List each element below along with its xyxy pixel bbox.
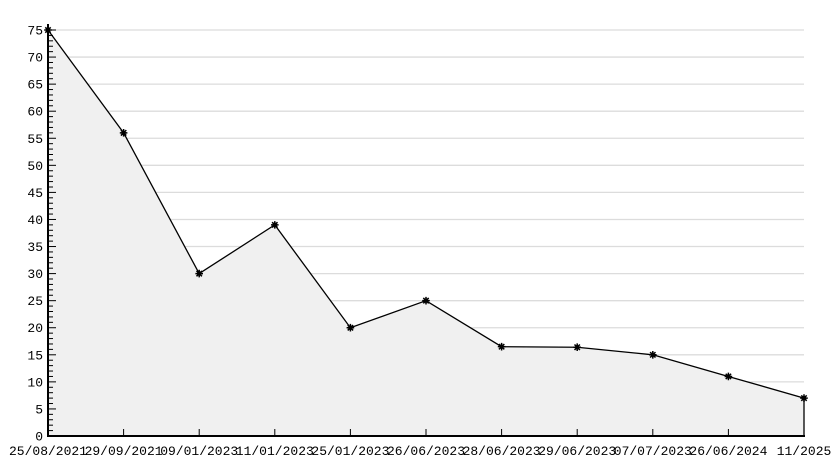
x-tick-label: 11/2025 [777, 444, 832, 459]
data-line [47, 29, 805, 436]
data-point-marker [648, 350, 657, 359]
y-tick-label: 15 [27, 348, 43, 363]
y-tick-label: 75 [27, 24, 43, 39]
x-axis-labels: 25/08/202129/09/202109/01/202311/01/2023… [9, 444, 831, 459]
y-tick-label: 25 [27, 294, 43, 309]
x-tick-label: 29/09/2021 [85, 444, 163, 459]
y-tick-label: 55 [27, 132, 43, 147]
x-tick-label: 25/08/2021 [9, 444, 87, 459]
x-tick-label: 09/01/2023 [160, 444, 238, 459]
y-tick-label: 40 [27, 213, 43, 228]
y-axis-labels: 0 5 10 15 20 25 30 35 40 45 50 55 60 65 70 75 [27, 24, 43, 445]
x-tick-label: 11/01/2023 [236, 444, 314, 459]
data-point-marker [195, 269, 203, 278]
x-tick-label: 26/06/2023 [387, 444, 465, 459]
data-point-marker [724, 372, 733, 381]
axis-ticks [47, 29, 805, 437]
area-polygon [48, 30, 804, 436]
y-tick-label: 70 [27, 51, 43, 66]
y-tick-label: 20 [27, 321, 43, 336]
data-point-marker [346, 323, 355, 332]
x-tick-label: 25/01/2023 [311, 444, 389, 459]
x-tick-label: 28/06/2023 [463, 444, 541, 459]
data-point-marker [800, 394, 808, 402]
data-point-marker [270, 221, 279, 229]
y-tick-label: 35 [27, 240, 43, 255]
axes [47, 24, 805, 437]
y-tick-label: 65 [27, 78, 43, 93]
series-line [47, 29, 805, 436]
y-tick-label: 10 [27, 375, 43, 390]
x-tick-label: 26/06/2024 [689, 444, 767, 459]
y-tick-label: 0 [35, 430, 43, 445]
y-tick-label: 60 [27, 105, 43, 120]
y-tick-label: 5 [35, 402, 43, 417]
data-point-marker [119, 129, 128, 137]
x-tick-label: 07/07/2023 [614, 444, 692, 459]
y-tick-label: 50 [27, 159, 43, 174]
x-tick-label: 29/06/2023 [538, 444, 616, 459]
data-point-markers [44, 26, 808, 402]
y-tick-label: 30 [27, 267, 43, 282]
data-point-marker [497, 342, 506, 351]
data-point-marker [573, 343, 582, 352]
data-point-marker [422, 296, 430, 305]
y-tick-label: 45 [27, 186, 43, 201]
area-fill [48, 30, 804, 436]
